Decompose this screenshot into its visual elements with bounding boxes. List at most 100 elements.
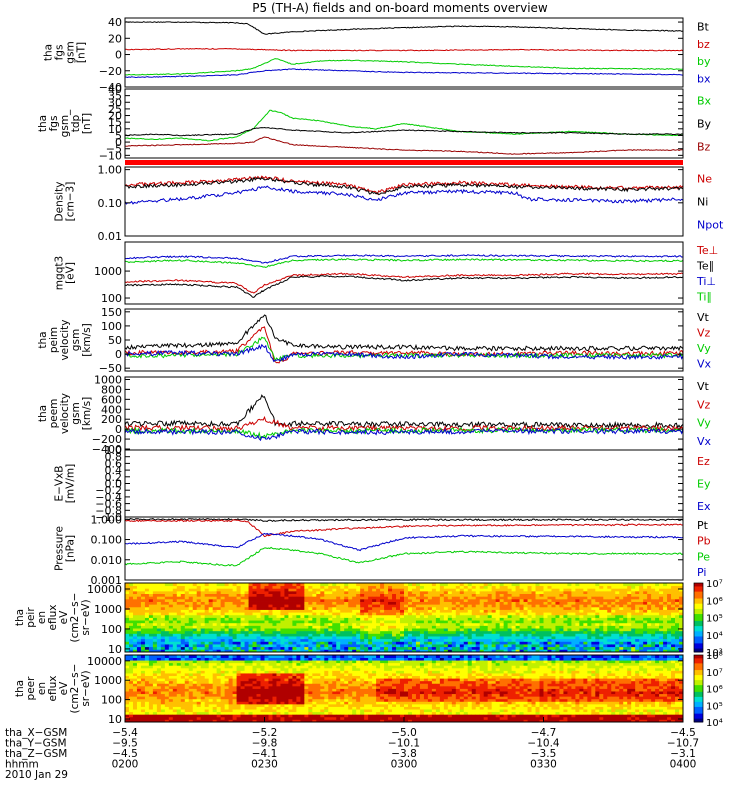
heatmap-cell bbox=[587, 593, 592, 597]
heatmap-cell bbox=[132, 714, 138, 718]
heatmap-cell bbox=[240, 596, 245, 600]
heatmap-cell bbox=[188, 601, 194, 605]
heatmap-cell bbox=[555, 644, 560, 648]
heatmap-cell bbox=[125, 657, 130, 661]
heatmap-cell bbox=[635, 601, 640, 605]
heatmap-cell bbox=[236, 701, 241, 705]
heatmap-cell bbox=[535, 596, 540, 600]
heatmap-cell bbox=[156, 662, 162, 666]
heatmap-cell bbox=[539, 638, 544, 642]
heatmap-cell bbox=[667, 644, 672, 648]
heatmap-cell bbox=[236, 636, 241, 640]
heatmap-cell bbox=[204, 678, 210, 682]
heatmap-cell bbox=[384, 585, 389, 589]
heatmap-cell bbox=[603, 596, 608, 600]
heatmap-cell bbox=[539, 641, 544, 645]
heatmap-cell bbox=[519, 590, 524, 595]
heatmap-cell bbox=[587, 609, 592, 613]
heatmap-cell bbox=[240, 667, 245, 671]
heatmap-cell bbox=[523, 620, 528, 624]
heatmap-cell bbox=[220, 660, 226, 664]
heatmap-cell bbox=[675, 596, 680, 600]
heatmap-cell bbox=[328, 628, 333, 632]
heatmap-cell bbox=[172, 598, 178, 602]
heatmap-cell bbox=[599, 628, 604, 632]
heatmap-cell bbox=[228, 670, 234, 674]
heatmap-cell bbox=[671, 625, 676, 629]
heatmap-cell bbox=[372, 617, 377, 621]
heatmap-cell bbox=[340, 604, 345, 608]
heatmap-cell bbox=[384, 641, 389, 645]
heatmap-cell bbox=[431, 583, 437, 587]
heatmap-cell bbox=[523, 593, 528, 597]
heatmap-cell bbox=[427, 630, 433, 634]
heatmap-cell bbox=[272, 596, 277, 600]
heatmap-cell bbox=[551, 636, 556, 640]
heatmap-cell bbox=[559, 646, 564, 650]
legend-entry: Pt bbox=[697, 519, 709, 532]
heatmap-cell bbox=[396, 630, 401, 634]
heatmap-cell bbox=[156, 693, 162, 697]
heatmap-cell bbox=[463, 638, 469, 642]
heatmap-cell bbox=[627, 596, 632, 600]
heatmap-cell bbox=[663, 649, 668, 653]
heatmap-cell bbox=[156, 630, 162, 634]
heatmap-cell bbox=[571, 585, 576, 589]
heatmap-cell bbox=[659, 646, 664, 650]
heatmap-cell bbox=[144, 680, 150, 684]
heatmap-cell bbox=[376, 633, 381, 637]
heatmap-cell bbox=[272, 719, 277, 723]
heatmap-cell bbox=[236, 604, 241, 608]
heatmap-cell bbox=[647, 583, 652, 587]
heatmap-cell bbox=[667, 604, 672, 608]
heatmap-cell bbox=[591, 620, 596, 624]
heatmap-cell bbox=[260, 701, 265, 705]
heatmap-cell bbox=[125, 620, 130, 624]
heatmap-cell bbox=[152, 614, 158, 618]
heatmap-cell bbox=[316, 585, 321, 589]
heatmap-cell bbox=[376, 630, 381, 634]
heatmap-cell bbox=[372, 641, 377, 645]
heatmap-cell bbox=[647, 620, 652, 624]
heatmap-cell bbox=[164, 688, 170, 692]
heatmap-cell bbox=[647, 625, 652, 629]
heatmap-cell bbox=[511, 604, 516, 608]
heatmap-cell bbox=[547, 596, 552, 600]
heatmap-cell bbox=[643, 609, 648, 613]
colorbar-step bbox=[694, 638, 703, 641]
heatmap-cell bbox=[455, 641, 461, 645]
heatmap-cell bbox=[388, 641, 393, 645]
heatmap-cell bbox=[125, 714, 130, 718]
heatmap-cell bbox=[667, 609, 672, 613]
heatmap-cell bbox=[567, 641, 572, 645]
heatmap-cell bbox=[168, 675, 174, 679]
heatmap-cell bbox=[655, 612, 660, 616]
y-tick-label: 150 bbox=[101, 306, 122, 319]
heatmap-cell bbox=[547, 630, 552, 634]
heatmap-cell bbox=[280, 665, 285, 669]
heatmap-cell bbox=[200, 655, 206, 658]
heatmap-cell bbox=[563, 601, 568, 605]
heatmap-cell bbox=[559, 585, 564, 589]
heatmap-cell bbox=[292, 593, 297, 597]
heatmap-cell bbox=[204, 714, 210, 718]
colorbar-step bbox=[694, 598, 703, 601]
heatmap-cell bbox=[547, 588, 552, 592]
heatmap-cell bbox=[140, 691, 146, 695]
heatmap-cell bbox=[228, 660, 234, 664]
heatmap-cell bbox=[495, 644, 501, 648]
heatmap-cell bbox=[324, 598, 329, 602]
heatmap-cell bbox=[160, 655, 166, 658]
heatmap-cell bbox=[144, 711, 150, 715]
heatmap-cell bbox=[220, 609, 226, 613]
heatmap-cell bbox=[384, 630, 389, 634]
heatmap-cell bbox=[392, 625, 397, 629]
heatmap-cell bbox=[212, 598, 218, 602]
heatmap-cell bbox=[160, 614, 166, 618]
heatmap-cell bbox=[483, 644, 489, 648]
heatmap-cell bbox=[148, 593, 154, 597]
heatmap-cell bbox=[156, 675, 162, 679]
heatmap-cell bbox=[607, 588, 612, 592]
heatmap-cell bbox=[603, 644, 608, 648]
heatmap-cell bbox=[180, 716, 186, 720]
